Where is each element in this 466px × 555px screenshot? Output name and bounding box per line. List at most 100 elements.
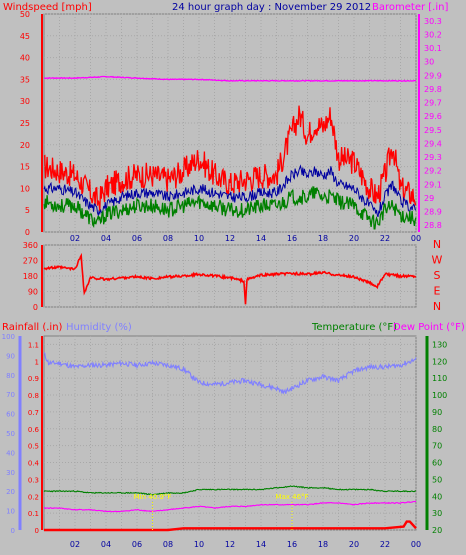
windspeed-tick-label: 40	[20, 54, 30, 63]
rain-humidity-temp-panel: 010203040506070809010000.10.20.30.40.50.…	[2, 333, 448, 549]
rainfall-tick-label: 0.2	[28, 493, 39, 501]
humidity-tick-label: 20	[6, 488, 15, 496]
humidity-tick-label: 90	[6, 352, 15, 360]
direction-tick-label: 0	[33, 303, 38, 312]
windspeed-tick-label: 35	[20, 75, 30, 84]
barometer-tick-label: 30	[424, 58, 434, 67]
x-tick-label: 22	[380, 540, 390, 549]
windspeed-tick-label: 45	[20, 32, 30, 41]
barometer-tick-label: 30.3	[424, 17, 442, 26]
barometer-tick-label: 30.1	[424, 44, 442, 53]
temperature-tick-label: 30	[432, 509, 442, 518]
windspeed-tick-label: 20	[20, 141, 30, 150]
direction-tick-label: 90	[28, 288, 38, 297]
temperature-tick-label: 110	[432, 374, 447, 383]
temperature-tick-label: 80	[432, 425, 442, 434]
rainfall-tick-label: 0.5	[28, 443, 39, 451]
x-tick-label: 06	[132, 540, 142, 549]
windspeed-tick-label: 15	[20, 163, 30, 172]
rainfall-tick-label: 0.1	[28, 510, 39, 518]
humidity-series-line	[43, 352, 417, 395]
humidity-tick-label: 100	[2, 333, 15, 341]
x-tick-label: 14	[256, 540, 266, 549]
temperature-tick-label: 130	[432, 340, 447, 349]
windspeed-axis-label: Windspeed [mph]	[3, 2, 92, 13]
humidity-tick-label: 30	[6, 469, 15, 477]
barometer-axis-label: Barometer [.in]	[372, 2, 448, 13]
x-tick-label: 00	[411, 234, 421, 243]
rainfall-tick-label: 0.9	[28, 375, 39, 383]
humidity-tick-label: 10	[6, 508, 15, 516]
temperature-tick-label: 70	[432, 442, 442, 451]
compass-label: E	[434, 285, 441, 298]
barometer-tick-label: 29.1	[424, 180, 442, 189]
temperature-tick-label: 50	[432, 475, 442, 484]
x-tick-label: 12	[225, 540, 235, 549]
direction-tick-label: 180	[23, 272, 38, 281]
temperature-tick-label: 60	[432, 459, 442, 468]
direction-tick-label: 270	[23, 257, 38, 266]
x-tick-label: 04	[101, 540, 111, 549]
x-tick-label: 02	[70, 540, 80, 549]
compass-label: W	[432, 254, 443, 267]
x-tick-label: 12	[225, 234, 235, 243]
windspeed-tick-label: 25	[20, 119, 30, 128]
windspeed-tick-label: 5	[25, 206, 30, 215]
barometer-tick-label: 29.8	[424, 85, 442, 94]
dewpoint-axis-label: Dew Point (°F)	[393, 322, 465, 333]
speed-series-line	[43, 185, 417, 230]
x-tick-label: 00	[411, 540, 421, 549]
compass-label: N	[433, 238, 441, 251]
rainfall-series-line	[44, 520, 417, 532]
barometer-tick-label: 29.7	[424, 99, 442, 108]
x-tick-label: 22	[380, 234, 390, 243]
temperature-tick-label: 120	[432, 357, 447, 366]
x-tick-label: 18	[318, 540, 328, 549]
x-tick-label: 20	[349, 540, 359, 549]
barometer-tick-label: 29.6	[424, 112, 442, 121]
humidity-tick-label: 40	[6, 449, 15, 457]
temperature-tick-label: 100	[432, 391, 447, 400]
x-tick-label: 14	[256, 234, 266, 243]
temperature-tick-label: 20	[432, 526, 442, 535]
temperature-series-line	[43, 485, 417, 496]
dewpoint-series-line	[43, 500, 417, 513]
rainfall-axis-label: Rainfall (.in)	[2, 322, 63, 333]
humidity-axis-label: Humidity (%)	[66, 322, 132, 333]
x-tick-label: 02	[70, 234, 80, 243]
x-tick-label: 16	[287, 540, 297, 549]
graph-title: 24 hour graph day : November 29 2012	[172, 2, 371, 13]
rainfall-tick-label: 0.8	[28, 392, 39, 400]
rainfall-tick-label: 0.3	[28, 476, 39, 484]
humidity-tick-label: 50	[6, 430, 15, 438]
barometer-tick-label: 29.9	[424, 71, 442, 80]
barometer-tick-label: 29.4	[424, 139, 442, 148]
windspeed-tick-label: 10	[20, 184, 30, 193]
direction-series-line	[43, 252, 417, 305]
compass-label: S	[434, 269, 441, 282]
x-tick-label: 04	[101, 234, 111, 243]
x-tick-label: 08	[163, 234, 173, 243]
barometer-series-line	[44, 75, 417, 83]
humidity-tick-label: 60	[6, 411, 15, 419]
x-tick-label: 06	[132, 234, 142, 243]
windspeed-tick-label: 0	[25, 228, 30, 237]
compass-label: N	[433, 300, 441, 313]
temperature-tick-label: 90	[432, 408, 442, 417]
temperature-axis-label: Temperature (°F)	[311, 322, 397, 333]
rainfall-tick-label: 1.1	[28, 341, 39, 349]
gust-series-line	[43, 105, 417, 211]
x-tick-label: 16	[287, 234, 297, 243]
rainfall-tick-label: 0	[35, 527, 39, 535]
x-tick-label: 20	[349, 234, 359, 243]
rainfall-tick-label: 0.7	[28, 409, 39, 417]
x-tick-label: 10	[194, 540, 204, 549]
humidity-tick-label: 70	[6, 391, 15, 399]
barometer-tick-label: 29.5	[424, 126, 442, 135]
barometer-tick-label: 28.8	[424, 221, 442, 230]
barometer-tick-label: 29.2	[424, 167, 442, 176]
x-tick-label: 08	[163, 540, 173, 549]
barometer-tick-label: 30.2	[424, 30, 442, 39]
humidity-tick-label: 0	[11, 527, 15, 535]
